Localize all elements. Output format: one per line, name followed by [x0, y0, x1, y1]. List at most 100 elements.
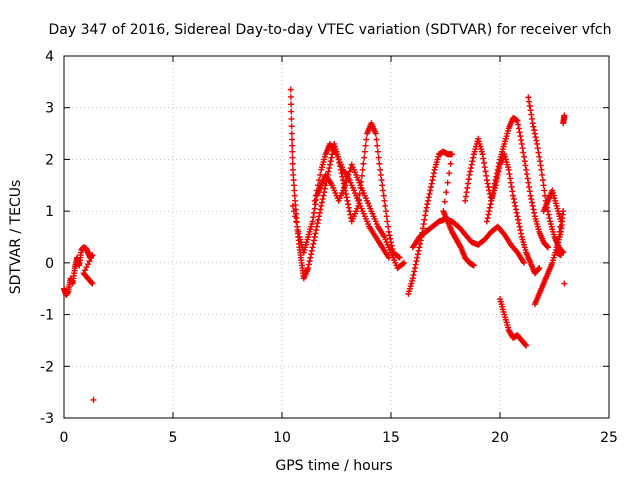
- data-point: [382, 202, 389, 209]
- data-point: [493, 173, 500, 180]
- data-point: [419, 225, 426, 232]
- data-point: [516, 129, 523, 136]
- data-point: [292, 213, 299, 220]
- data-point: [536, 265, 543, 272]
- data-point: [462, 197, 469, 204]
- data-point: [447, 160, 454, 167]
- data-point: [346, 208, 353, 215]
- data-point: [288, 136, 295, 143]
- data-point: [496, 159, 503, 166]
- data-point: [291, 192, 298, 199]
- data-point: [518, 230, 525, 237]
- data-point: [430, 173, 437, 180]
- data-point: [488, 197, 495, 204]
- data-point: [535, 149, 542, 156]
- data-point: [421, 216, 428, 223]
- data-point: [356, 190, 363, 197]
- data-point: [420, 221, 427, 228]
- data-point: [380, 187, 387, 194]
- data-point: [321, 189, 328, 196]
- data-point: [526, 102, 533, 109]
- data-point: [344, 197, 351, 204]
- data-point: [409, 275, 416, 282]
- data-point: [509, 188, 516, 195]
- data-point: [539, 177, 546, 184]
- data-point: [516, 223, 523, 230]
- data-point: [531, 130, 538, 137]
- data-point: [424, 201, 431, 208]
- data-point: [528, 111, 535, 118]
- data-point: [558, 252, 565, 259]
- data-point: [467, 168, 474, 175]
- data-point: [312, 192, 319, 199]
- data-point: [328, 154, 335, 161]
- data-point: [289, 160, 296, 167]
- data-point: [483, 172, 490, 179]
- y-axis-label: SDTVAR / TECUs: [8, 180, 24, 295]
- data-point: [500, 230, 507, 237]
- data-point: [507, 179, 514, 186]
- data-point: [558, 218, 565, 225]
- data-point: [526, 188, 533, 195]
- data-point: [295, 228, 302, 235]
- data-point: [523, 166, 530, 173]
- data-point: [514, 117, 521, 124]
- data-point: [522, 162, 529, 169]
- data-point: [313, 227, 320, 234]
- data-point: [311, 234, 318, 240]
- data-point: [308, 247, 315, 254]
- y-tick-label: -1: [40, 308, 54, 324]
- data-point: [527, 192, 534, 199]
- data-point: [373, 136, 380, 143]
- data-point: [305, 261, 312, 268]
- data-point: [309, 244, 316, 251]
- data-point: [467, 165, 474, 172]
- data-point: [492, 177, 499, 184]
- data-point: [417, 240, 424, 247]
- data-point: [518, 137, 525, 144]
- data-point: [360, 160, 367, 167]
- data-point: [312, 230, 319, 237]
- data-point: [305, 265, 312, 272]
- data-point: [510, 196, 517, 203]
- y-tick-label: 1: [45, 204, 54, 220]
- data-point: [523, 171, 530, 178]
- data-point: [536, 153, 543, 160]
- data-point: [327, 158, 334, 165]
- data-point: [383, 213, 390, 220]
- data-point: [316, 177, 323, 184]
- data-point: [546, 215, 553, 222]
- data-point: [527, 107, 534, 114]
- data-point: [84, 261, 91, 268]
- data-point: [311, 205, 318, 212]
- x-tick-label: 25: [600, 430, 618, 446]
- data-point: [385, 228, 392, 235]
- data-point: [561, 280, 568, 287]
- data-point: [326, 161, 333, 168]
- data-point: [506, 171, 513, 178]
- data-point: [525, 179, 532, 186]
- data-point: [510, 192, 517, 199]
- data-point: [314, 220, 321, 227]
- data-point: [291, 187, 298, 194]
- data-point: [309, 218, 316, 225]
- data-point: [384, 218, 391, 225]
- data-point: [317, 171, 324, 178]
- data-point: [457, 243, 464, 250]
- data-point: [379, 182, 386, 189]
- data-point: [399, 260, 406, 267]
- data-point: [326, 165, 333, 172]
- data-point: [346, 168, 353, 175]
- data-point: [385, 254, 392, 261]
- data-point: [541, 187, 548, 194]
- data-point: [401, 259, 408, 266]
- data-point: [520, 259, 527, 266]
- y-tick-label: 2: [45, 152, 54, 168]
- data-point: [411, 265, 418, 272]
- data-point: [396, 254, 403, 261]
- data-point: [88, 279, 95, 286]
- data-point: [427, 187, 434, 194]
- x-tick-label: 10: [273, 430, 291, 446]
- data-point: [288, 101, 295, 108]
